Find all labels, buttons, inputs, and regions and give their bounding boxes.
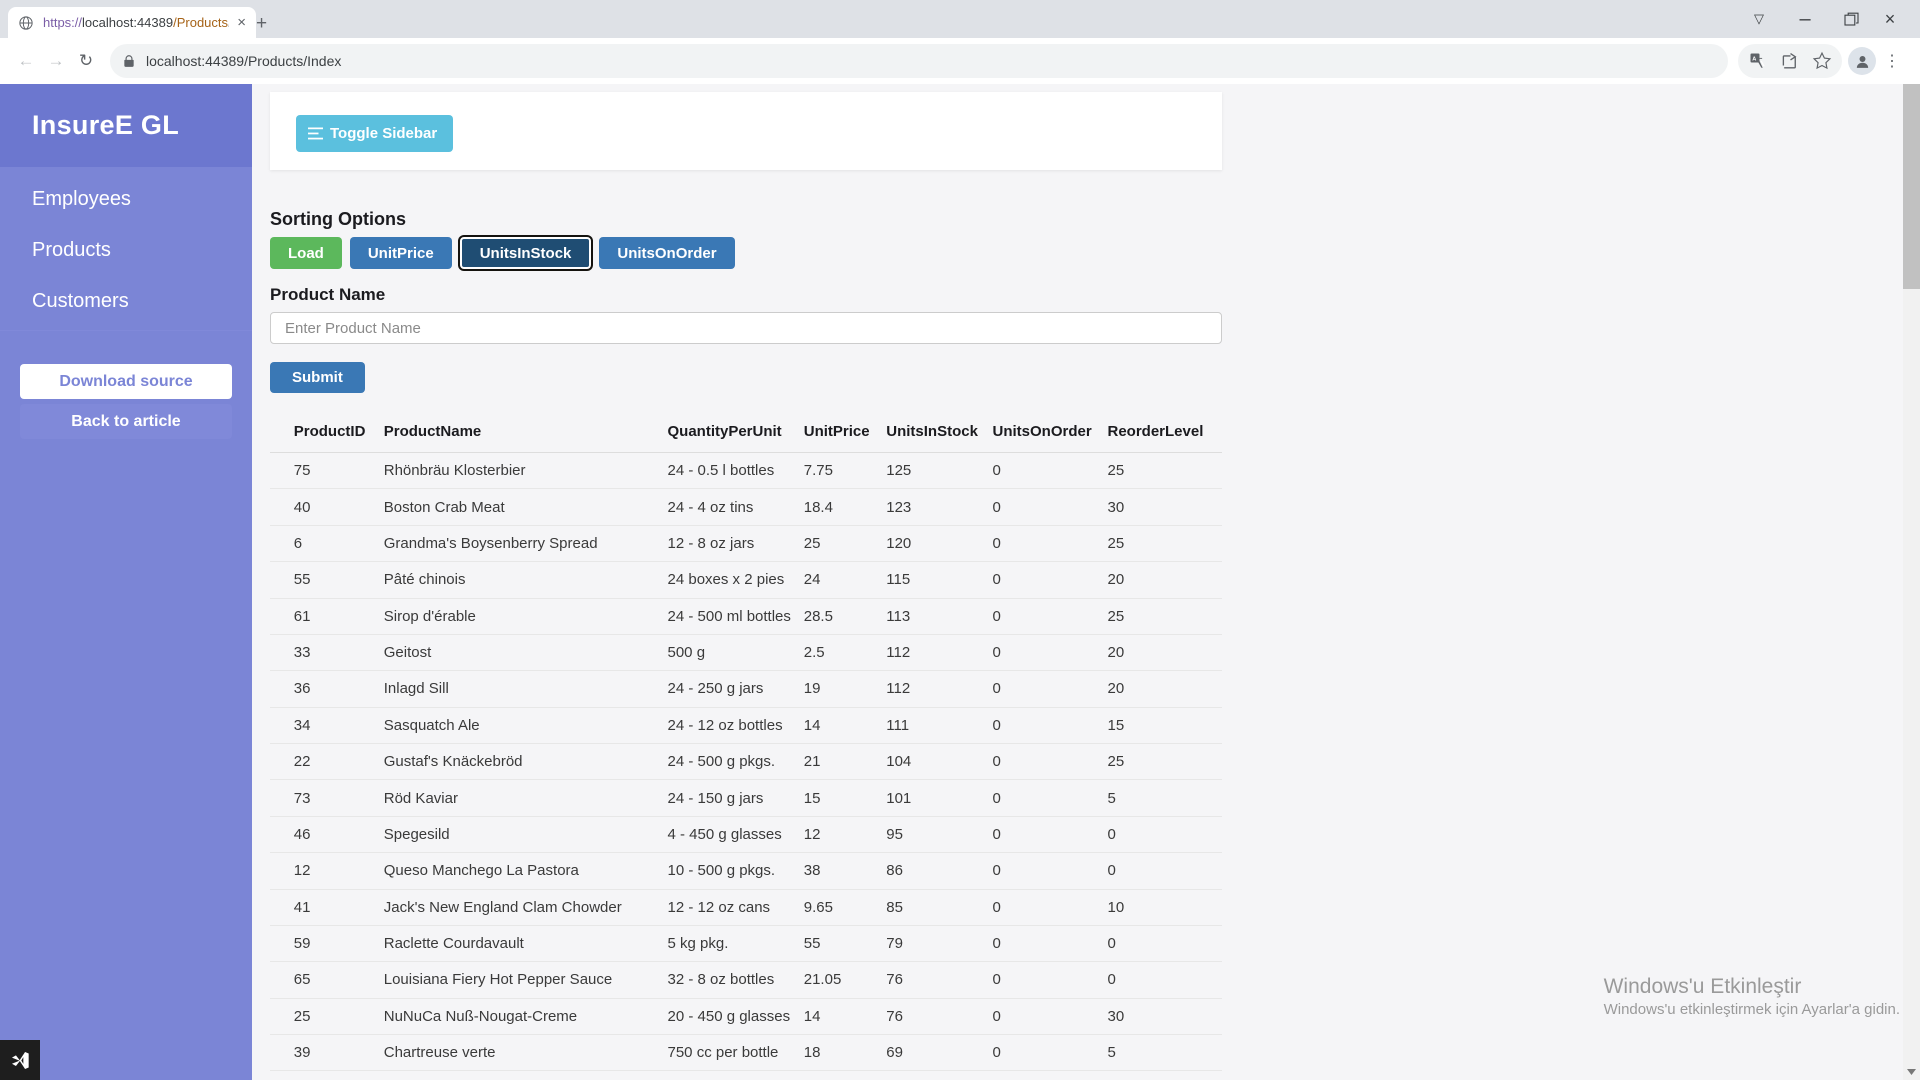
svg-text:A: A	[1752, 57, 1756, 63]
